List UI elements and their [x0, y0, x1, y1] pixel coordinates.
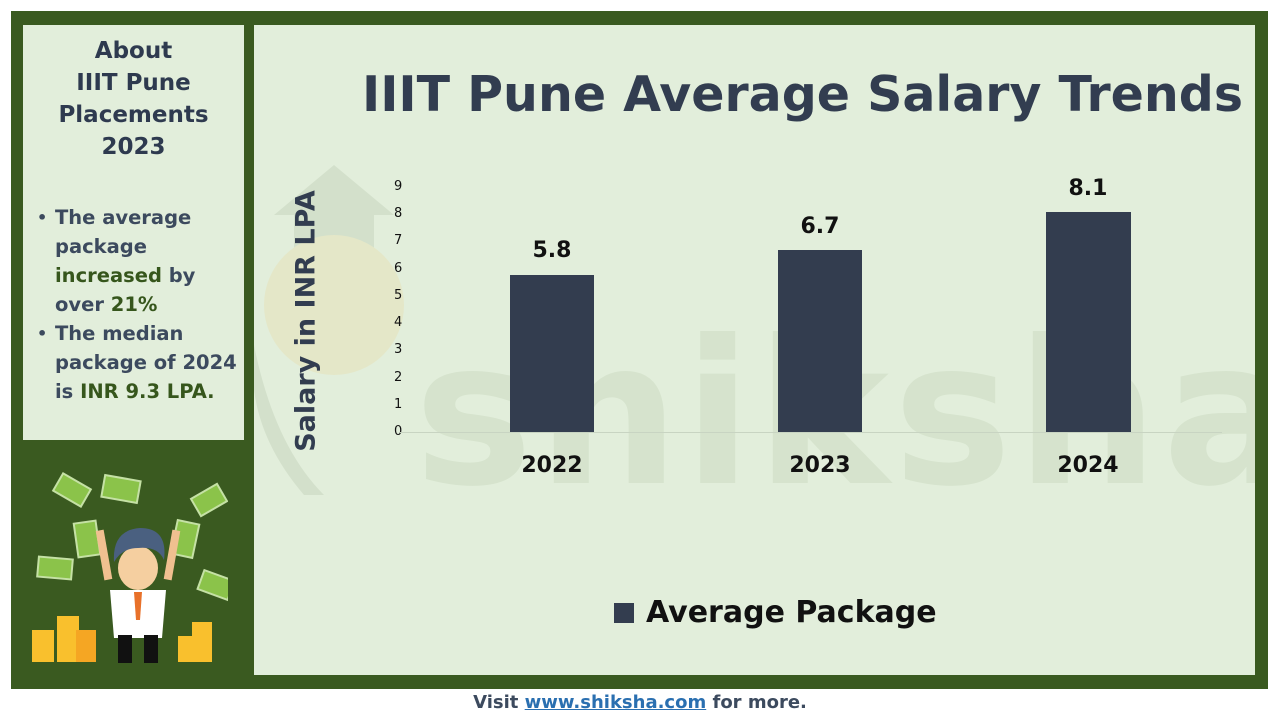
x-category-label: 2022: [521, 453, 583, 478]
coin-stack-icon: [32, 616, 212, 662]
bullet-text: by over: [55, 264, 196, 316]
y-tick: 0: [394, 424, 403, 439]
info-panel-title: About IIIT Pune Placements 2023: [23, 35, 244, 163]
man-character-icon: [95, 528, 181, 663]
money-celebration-illustration: [32, 471, 228, 663]
y-tick: 1: [394, 397, 403, 412]
y-tick: 4: [394, 315, 403, 330]
footer-prefix: Visit: [473, 692, 525, 713]
y-tick: 7: [394, 233, 403, 248]
legend-swatch-icon: [614, 602, 634, 623]
bullet-text: The average package: [55, 206, 192, 258]
y-tick: 2: [394, 370, 403, 385]
x-axis-baseline: [400, 432, 1222, 433]
x-category-label: 2023: [789, 453, 851, 478]
title-line: 2023: [101, 134, 166, 160]
bullet-text: The median package of 2024 is: [55, 322, 237, 403]
highlight-average-increase: The average package increased by over 21…: [35, 203, 245, 319]
title-line: IIIT Pune: [76, 70, 191, 96]
highlight-median-package: The median package of 2024 is INR 9.3 LP…: [35, 319, 245, 406]
y-tick: 3: [394, 342, 403, 357]
bar-value-label: 8.1: [1068, 176, 1108, 201]
shiksha-logo-watermark-icon: [254, 165, 404, 495]
bar-value-label: 6.7: [800, 214, 840, 239]
chart-legend: Average Package: [614, 595, 937, 630]
bullet-highlight: 21%: [110, 293, 158, 316]
shiksha-link[interactable]: www.shiksha.com: [524, 692, 707, 713]
footer: Visit www.shiksha.com for more.: [0, 692, 1280, 713]
y-tick: 8: [394, 206, 403, 221]
legend-label: Average Package: [646, 595, 937, 630]
title-line: Placements: [58, 102, 209, 128]
y-tick: 5: [394, 288, 403, 303]
x-category-label: 2024: [1057, 453, 1119, 478]
y-tick: 6: [394, 261, 403, 276]
chart-panel: shiksha IIIT Pune Average Salary Trends …: [254, 25, 1255, 675]
chart-title: IIIT Pune Average Salary Trends: [361, 66, 1244, 123]
bullet-highlight: increased: [55, 264, 162, 287]
title-line: About: [94, 38, 173, 64]
info-panel: About IIIT Pune Placements 2023 The aver…: [23, 25, 244, 440]
bar-2023[interactable]: [778, 250, 862, 432]
footer-suffix: for more.: [706, 692, 807, 713]
y-axis-label: Salary in INR LPA: [290, 190, 322, 452]
bullet-highlight: INR 9.3 LPA.: [80, 380, 215, 403]
bar-value-label: 5.8: [532, 238, 572, 263]
highlights-list: The average package increased by over 21…: [35, 203, 245, 406]
y-tick: 9: [394, 179, 403, 194]
bar-2022[interactable]: [510, 275, 594, 432]
bar-2024[interactable]: [1046, 212, 1131, 432]
